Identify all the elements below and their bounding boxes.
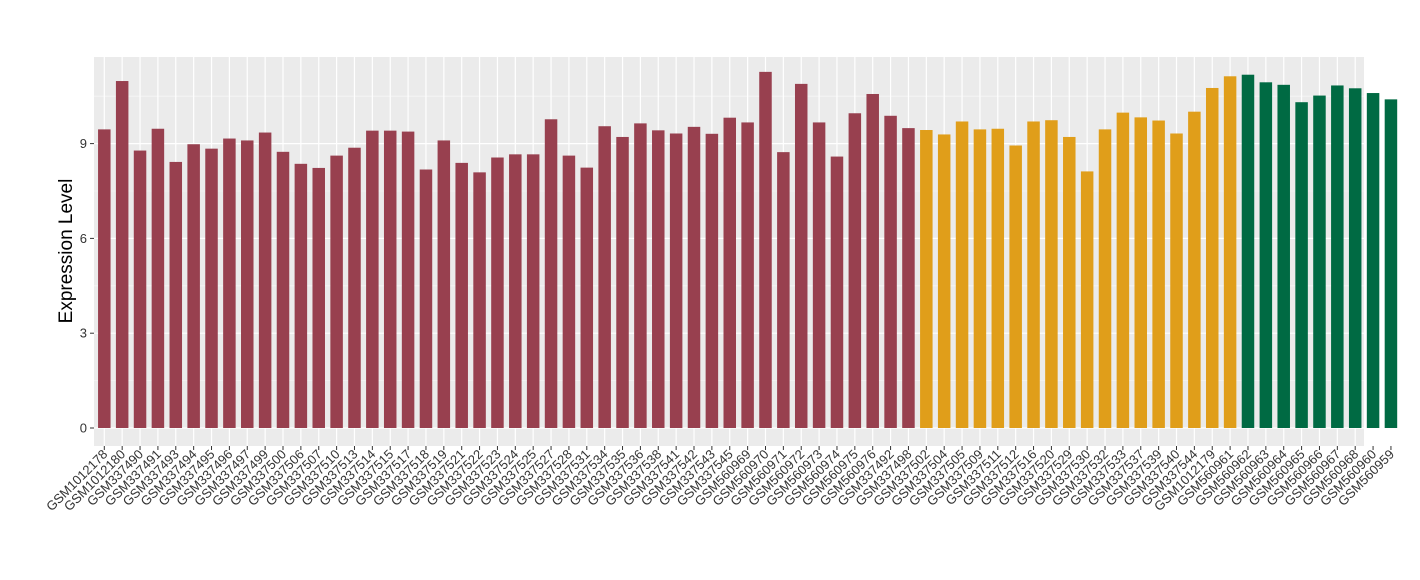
bar <box>1205 87 1219 428</box>
bar <box>1331 85 1344 429</box>
bar <box>580 167 594 428</box>
bar <box>669 133 683 429</box>
bar <box>1223 76 1237 428</box>
bar <box>1188 111 1201 429</box>
bar <box>830 156 844 428</box>
bar <box>1116 112 1130 428</box>
bar <box>777 152 790 428</box>
bar <box>1063 136 1076 428</box>
bar <box>884 115 897 428</box>
bar <box>133 150 147 429</box>
bar <box>223 138 236 429</box>
bar <box>419 169 433 428</box>
bar <box>652 130 665 428</box>
bar <box>634 123 647 428</box>
y-axis-title: Expression Level <box>56 179 77 324</box>
bar <box>169 161 183 428</box>
bar <box>1027 121 1040 428</box>
bar <box>866 93 879 429</box>
bar <box>1277 84 1290 428</box>
y-tick-label: 0 <box>80 421 87 436</box>
bar <box>759 71 772 429</box>
bar <box>383 130 397 428</box>
bar <box>741 122 754 429</box>
bar <box>294 163 308 428</box>
bar <box>902 128 915 428</box>
y-axis-ticks: 0 3 6 9 <box>80 136 94 436</box>
bar <box>991 128 1005 428</box>
bar <box>509 154 522 428</box>
bar <box>723 117 736 428</box>
bar <box>1241 74 1255 429</box>
bar <box>1098 129 1112 428</box>
bar <box>258 132 272 429</box>
bar <box>955 121 969 428</box>
bar <box>598 126 611 428</box>
bar <box>241 140 254 428</box>
bar <box>491 157 504 428</box>
bar <box>1366 93 1380 428</box>
bar <box>1259 82 1273 429</box>
bar <box>1348 88 1362 429</box>
bar <box>687 126 701 428</box>
bar <box>1295 102 1308 428</box>
bar <box>705 133 719 429</box>
bar <box>562 155 576 429</box>
bar <box>1170 133 1183 429</box>
bar <box>98 129 111 428</box>
y-tick-label: 3 <box>80 326 87 341</box>
bar <box>151 128 165 428</box>
bars <box>98 71 1398 429</box>
bar <box>115 81 129 428</box>
bar <box>1045 120 1058 428</box>
bar <box>205 148 218 428</box>
bar <box>1152 120 1165 428</box>
bar <box>794 83 808 428</box>
bar <box>616 136 629 428</box>
y-tick-label: 9 <box>80 136 87 151</box>
bar <box>312 167 325 428</box>
bar <box>366 130 379 428</box>
bar <box>1313 95 1326 428</box>
bar <box>1009 145 1022 428</box>
bar <box>1080 171 1094 428</box>
bar <box>937 134 951 428</box>
y-tick-label: 6 <box>80 231 87 246</box>
bar <box>1134 117 1148 429</box>
bar <box>348 147 361 428</box>
bar <box>526 154 540 428</box>
bar <box>437 140 451 428</box>
bar <box>544 119 558 429</box>
bar <box>330 155 343 429</box>
bar <box>401 131 415 428</box>
bar <box>1384 99 1398 429</box>
bar <box>187 144 200 429</box>
x-axis-ticks: GSM1012178GSM1012180GSM337490GSM337491GS… <box>43 446 1397 514</box>
bar <box>848 113 862 428</box>
bar <box>473 172 486 428</box>
bar <box>920 130 933 428</box>
bar <box>973 129 987 428</box>
bar <box>455 162 468 428</box>
bar <box>812 122 826 429</box>
bar <box>276 151 290 428</box>
